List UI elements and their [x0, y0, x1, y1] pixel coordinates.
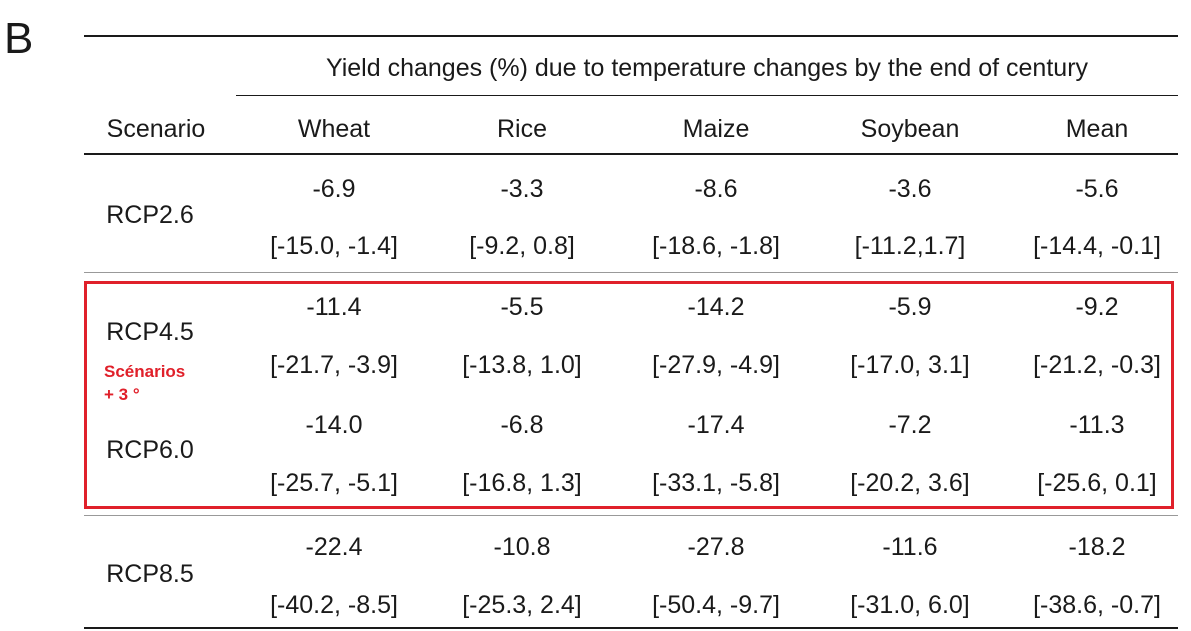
- cell-mean: -9.2: [1075, 293, 1119, 321]
- cell-range: [-17.0, 3.1]: [850, 351, 970, 379]
- cell-range: [-21.7, -3.9]: [270, 351, 398, 379]
- scenario-label: RCP6.0: [106, 436, 194, 464]
- cell-mean: -17.4: [687, 411, 745, 439]
- cell-mean: -18.2: [1068, 533, 1126, 561]
- annotation-line: + 3 °: [104, 385, 140, 404]
- cell-mean: -5.9: [888, 293, 932, 321]
- cell-mean: -14.2: [687, 293, 745, 321]
- cell-mean: -6.9: [312, 175, 356, 203]
- header-rule: [84, 153, 1178, 155]
- cell-mean: -5.5: [500, 293, 544, 321]
- row-separator: [84, 515, 1178, 516]
- cell-range: [-50.4, -9.7]: [652, 591, 780, 619]
- group-header: Yield changes (%) due to temperature cha…: [325, 54, 1089, 82]
- cell-range: [-25.3, 2.4]: [462, 591, 582, 619]
- cell-mean: -8.6: [694, 175, 738, 203]
- column-header-soybean: Soybean: [860, 115, 960, 143]
- cell-range: [-25.6, 0.1]: [1037, 469, 1157, 497]
- cell-mean: -3.3: [500, 175, 544, 203]
- cell-mean: -14.0: [305, 411, 363, 439]
- cell-mean: -3.6: [888, 175, 932, 203]
- cell-range: [-21.2, -0.3]: [1033, 351, 1161, 379]
- cell-range: [-14.4, -0.1]: [1033, 232, 1161, 260]
- column-header-wheat: Wheat: [297, 115, 371, 143]
- scenario-label: RCP4.5: [106, 318, 194, 346]
- cell-mean: -22.4: [305, 533, 363, 561]
- cell-mean: -5.6: [1075, 175, 1119, 203]
- highlight-box: [84, 281, 1174, 509]
- cell-range: [-11.2,1.7]: [854, 232, 966, 260]
- cell-range: [-27.9, -4.9]: [652, 351, 780, 379]
- top-rule: [84, 35, 1178, 37]
- cell-range: [-9.2, 0.8]: [469, 232, 575, 260]
- cell-mean: -27.8: [687, 533, 745, 561]
- cell-mean: -7.2: [888, 411, 932, 439]
- cell-range: [-16.8, 1.3]: [462, 469, 582, 497]
- scenario-label: RCP2.6: [106, 201, 194, 229]
- annotation-line: Scénarios: [104, 362, 186, 381]
- cell-mean: -11.6: [882, 533, 938, 561]
- column-header-rice: Rice: [496, 115, 548, 143]
- cell-range: [-20.2, 3.6]: [850, 469, 970, 497]
- cell-range: [-31.0, 6.0]: [850, 591, 970, 619]
- cell-mean: -11.3: [1069, 411, 1125, 439]
- cell-mean: -6.8: [500, 411, 544, 439]
- cell-range: [-40.2, -8.5]: [270, 591, 398, 619]
- panel-label: B: [4, 14, 34, 63]
- cell-range: [-18.6, -1.8]: [652, 232, 780, 260]
- cell-range: [-15.0, -1.4]: [270, 232, 398, 260]
- column-header-scenario: Scenario: [106, 115, 206, 143]
- cell-range: [-25.7, -5.1]: [270, 469, 398, 497]
- column-header-maize: Maize: [682, 115, 750, 143]
- bottom-rule: [84, 627, 1178, 629]
- scenario-label: RCP8.5: [106, 560, 194, 588]
- cell-mean: -11.4: [306, 293, 362, 321]
- annotation-note: Scénarios + 3 °: [104, 360, 185, 406]
- column-header-mean: Mean: [1065, 115, 1129, 143]
- cell-range: [-13.8, 1.0]: [462, 351, 582, 379]
- group-header-rule: [236, 95, 1178, 96]
- cell-mean: -10.8: [493, 533, 551, 561]
- row-separator: [84, 272, 1178, 273]
- cell-range: [-38.6, -0.7]: [1033, 591, 1161, 619]
- cell-range: [-33.1, -5.8]: [652, 469, 780, 497]
